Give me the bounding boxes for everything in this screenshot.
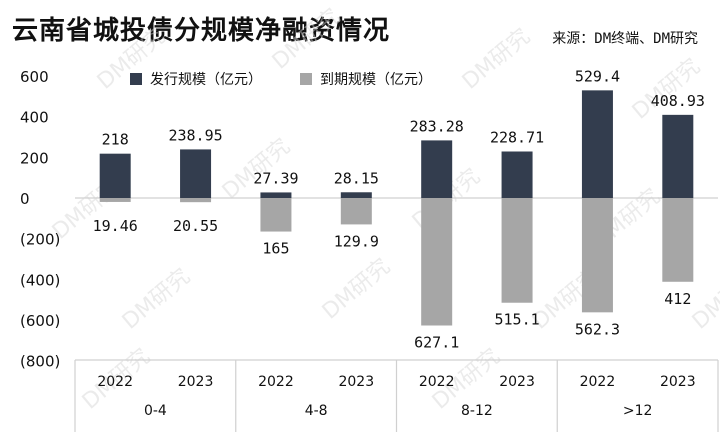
watermark-text: DM研究 (268, 4, 345, 75)
data-label-maturity: 562.3 (575, 320, 620, 338)
bar-issue (180, 149, 212, 198)
y-tick-label: 600 (20, 68, 49, 86)
data-label-maturity: 165 (262, 240, 289, 258)
bar-maturity (501, 198, 533, 303)
x-group-label: 8-12 (461, 403, 493, 419)
data-label-maturity: 129.9 (334, 232, 379, 250)
bar-issue (340, 192, 372, 198)
x-tick-label: 2023 (660, 374, 696, 390)
data-label-issue: 228.71 (490, 128, 544, 146)
bar-maturity (99, 198, 131, 202)
source-note: 来源：DM终端、DM研究 (552, 31, 698, 47)
chart-title: 云南省城投债分规模净融资情况 (12, 16, 391, 46)
bars-layer (99, 90, 694, 326)
bar-issue (501, 151, 533, 198)
bar-maturity (260, 198, 292, 232)
y-tick-label: (600) (20, 312, 60, 330)
watermark-text: DM研究 (118, 264, 195, 335)
data-label-issue: 27.39 (253, 169, 298, 187)
bar-maturity (421, 198, 453, 326)
legend: 发行规模（亿元） 到期规模（亿元） (130, 72, 432, 88)
x-tick-label: 2022 (419, 374, 455, 390)
bar-maturity (581, 198, 613, 313)
data-label-issue: 218 (102, 131, 129, 149)
y-tick-label: (400) (20, 271, 60, 289)
data-label-issue: 529.4 (575, 67, 620, 85)
bar-issue (662, 114, 694, 198)
watermark-text: DM研究 (628, 54, 705, 125)
bar-issue (581, 90, 613, 198)
bar-maturity (340, 198, 372, 225)
x-group-label: 4-8 (305, 403, 328, 419)
bar-issue (99, 153, 131, 198)
y-tick-label: 200 (20, 149, 49, 167)
bar-issue (421, 140, 453, 198)
data-label-maturity: 20.55 (173, 217, 218, 235)
x-tick-label: 2023 (499, 374, 535, 390)
legend-label-issue: 发行规模（亿元） (150, 72, 262, 88)
y-tick-label: (800) (20, 353, 60, 371)
x-tick-label: 2022 (97, 374, 133, 390)
data-label-maturity: 627.1 (414, 334, 459, 352)
axis-layer: 600 400 200 0 (200) (400) (600) (800) 2022 2023 20… (20, 68, 719, 432)
data-label-maturity: 19.46 (93, 217, 138, 235)
x-tick-label: 2023 (178, 374, 214, 390)
y-tick-label: 400 (20, 109, 49, 127)
x-tick-label: 2023 (338, 374, 374, 390)
watermark-text: DM研究 (318, 254, 395, 325)
x-group-label: 0-4 (144, 403, 167, 419)
bar-issue (260, 192, 292, 198)
y-tick-label: (200) (20, 231, 60, 249)
data-label-issue: 238.95 (168, 126, 222, 144)
bar-maturity (180, 198, 212, 203)
bar-maturity (662, 198, 694, 282)
y-tick-label: 0 (20, 190, 30, 208)
x-group-label: >12 (623, 403, 653, 419)
x-tick-label: 2022 (258, 374, 294, 390)
x-tick-label: 2022 (580, 374, 616, 390)
data-label-maturity: 412 (664, 290, 691, 308)
data-label-maturity: 515.1 (494, 311, 539, 329)
data-labels-layer: 218 19.46 238.95 20.55 27.39 165 28.15 129.9 283… (93, 67, 705, 351)
legend-label-maturity: 到期规模（亿元） (320, 72, 432, 88)
legend-swatch-maturity (300, 73, 312, 85)
legend-swatch-issue (130, 73, 142, 85)
watermark-text: DM研究 (458, 24, 535, 95)
data-label-issue: 283.28 (410, 117, 464, 135)
data-label-issue: 408.93 (651, 92, 705, 110)
data-label-issue: 28.15 (334, 169, 379, 187)
